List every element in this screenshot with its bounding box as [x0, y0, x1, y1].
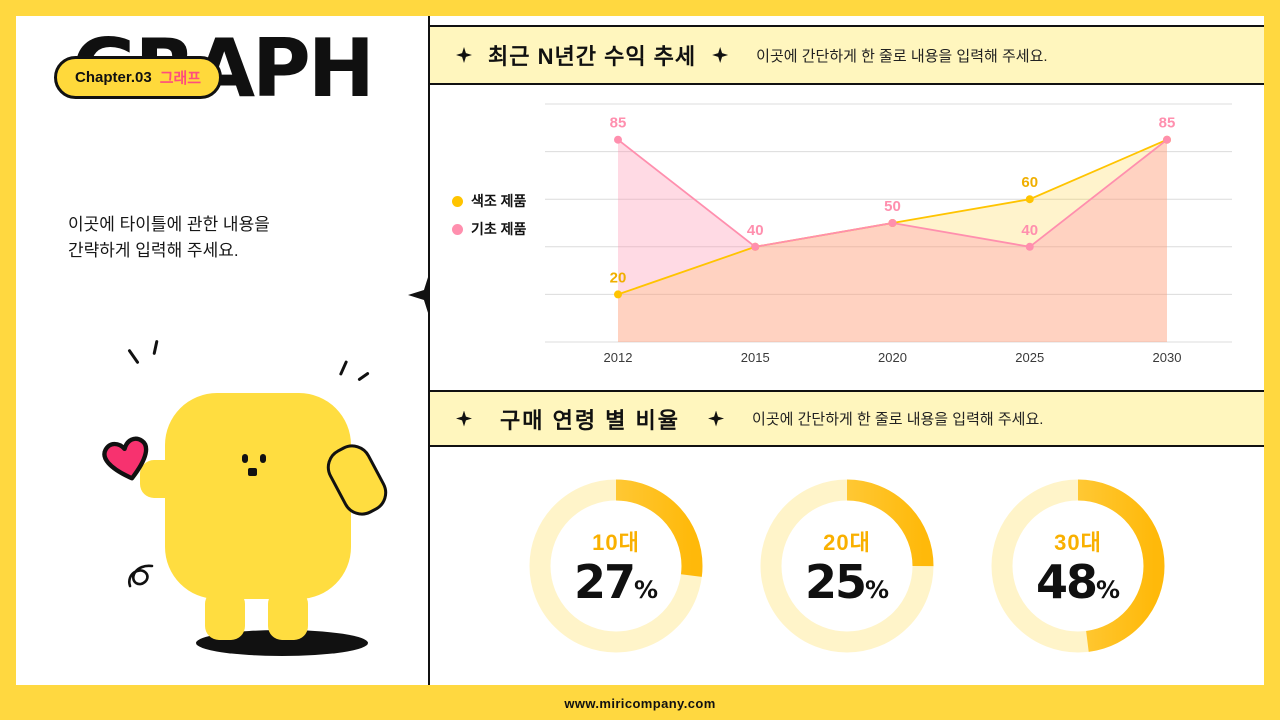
chapter-topic: 그래프: [159, 70, 202, 87]
donut-percent-value: 25%: [804, 555, 890, 610]
series-area-1: [618, 139, 1167, 342]
line-chart-section: 20 60 85 40 50 40 85 2012 2015 2020 2025 2030 색조 제품…: [430, 85, 1264, 390]
donut-arc: [529, 479, 703, 653]
legend-dot-yellow-icon: [452, 195, 463, 207]
point-label: 40: [747, 222, 764, 239]
donut-chart-1: 10대 27%: [528, 478, 704, 654]
mascot-body: [165, 393, 351, 599]
legend-label: 색조 제품: [471, 193, 527, 209]
donut-center: 20대 25%: [759, 478, 935, 654]
sparkle-icon: [708, 410, 725, 427]
point-label: 85: [1159, 115, 1176, 132]
mascot-eye: [242, 454, 248, 463]
legend-label: 기초 제품: [471, 221, 527, 237]
sparkle-stroke-icon: [338, 360, 349, 376]
age-section-title: 구매 연령 별 비율: [500, 407, 681, 433]
point-label: 40: [1021, 222, 1038, 239]
sparkle-stroke-icon: [152, 339, 159, 356]
mascot-leg: [268, 590, 308, 640]
data-point: [1025, 195, 1034, 204]
mascot-eye: [260, 454, 266, 463]
data-point: [614, 290, 622, 299]
x-tick-label: 2015: [741, 350, 770, 365]
description-line-1: 이곳에 타이틀에 관한 내용을: [68, 215, 270, 234]
donut-center: 30대 48%: [990, 478, 1166, 654]
donut-ring: [760, 479, 934, 653]
donut-chart-3: 30대 48%: [990, 478, 1166, 654]
age-section-subtitle: 이곳에 간단하게 한 줄로 내용을 입력해 주세요.: [752, 411, 1044, 428]
point-label: 85: [610, 115, 627, 132]
description-line-2: 간략하게 입력해 주세요.: [68, 241, 239, 261]
squiggle-doodle-icon: [122, 554, 168, 605]
sparkle-stroke-icon: [127, 348, 140, 365]
chart-legend: 색조 제품 기초 제품: [452, 191, 526, 239]
sparkle-icon: [456, 410, 472, 427]
donut-ring: [529, 479, 703, 653]
sparkle-icon: [712, 47, 729, 63]
data-point: [751, 242, 760, 251]
footer-url: www.miricompany.com: [564, 696, 716, 711]
donut-age-label: 30대: [1054, 530, 1102, 556]
x-tick-label: 2030: [1153, 350, 1182, 365]
data-point: [1025, 242, 1034, 251]
sparkle-icon: [456, 47, 472, 63]
left-panel: GRAPH Chapter.03 그래프 이곳에 타이틀에 관한 내용을 간략하…: [16, 16, 428, 685]
donut-center: 10대 27%: [528, 478, 704, 654]
mascot-character: [16, 16, 428, 685]
trend-section-title: 최근 N년간 수익 추세: [488, 44, 697, 69]
heart-icon: [96, 430, 159, 494]
donut-age-label: 20대: [823, 530, 871, 556]
title-description: 이곳에 타이틀에 관한 내용을 간략하게 입력해 주세요.: [68, 212, 270, 265]
section-header-trend: 최근 N년간 수익 추세 이곳에 간단하게 한 줄로 내용을 입력해 주세요.: [430, 25, 1264, 85]
x-tick-label: 2012: [604, 350, 633, 365]
right-panel: 최근 N년간 수익 추세 이곳에 간단하게 한 줄로 내용을 입력해 주세요. …: [430, 16, 1264, 685]
mascot-shadow: [196, 630, 368, 656]
section-header-age: 구매 연령 별 비율 이곳에 간단하게 한 줄로 내용을 입력해 주세요.: [430, 390, 1264, 447]
legend-item: 기초 제품: [452, 219, 526, 239]
x-tick-label: 2025: [1015, 350, 1044, 365]
legend-item: 색조 제품: [452, 191, 526, 211]
legend-dot-pink-icon: [452, 223, 463, 235]
sparkle-stroke-icon: [357, 371, 370, 382]
trend-section-subtitle: 이곳에 간단하게 한 줄로 내용을 입력해 주세요.: [756, 47, 1048, 65]
point-label: 60: [1021, 174, 1038, 191]
donut-chart-section: 10대 27% 20대 25% 30대 48%: [430, 447, 1264, 685]
chapter-badge: Chapter.03 그래프: [54, 56, 223, 99]
donut-arc: [991, 479, 1165, 653]
data-point: [614, 135, 622, 144]
mascot-arm-right: [319, 437, 395, 523]
mascot-leg: [205, 590, 245, 640]
spacer: [430, 16, 1264, 25]
x-tick-label: 2020: [878, 350, 907, 365]
donut-ring: [991, 479, 1165, 653]
mascot-mouth: [248, 468, 257, 476]
data-point: [888, 219, 897, 227]
point-label: 20: [610, 269, 627, 286]
donut-chart-2: 20대 25%: [759, 478, 935, 654]
line-area-chart: 20 60 85 40 50 40 85 2012 2015 2020 2025 2030: [545, 103, 1232, 365]
donut-age-label: 10대: [592, 530, 640, 556]
donut-arc: [760, 479, 934, 653]
point-label: 50: [884, 198, 901, 215]
slide-content: GRAPH Chapter.03 그래프 이곳에 타이틀에 관한 내용을 간략하…: [16, 16, 1264, 685]
mascot-arm-left: [140, 460, 182, 498]
series-area-0: [618, 139, 1167, 342]
donut-percent-value: 27%: [573, 555, 659, 610]
chapter-number: Chapter.03: [75, 69, 152, 86]
donut-percent-value: 48%: [1035, 555, 1121, 610]
data-point: [1163, 135, 1171, 144]
